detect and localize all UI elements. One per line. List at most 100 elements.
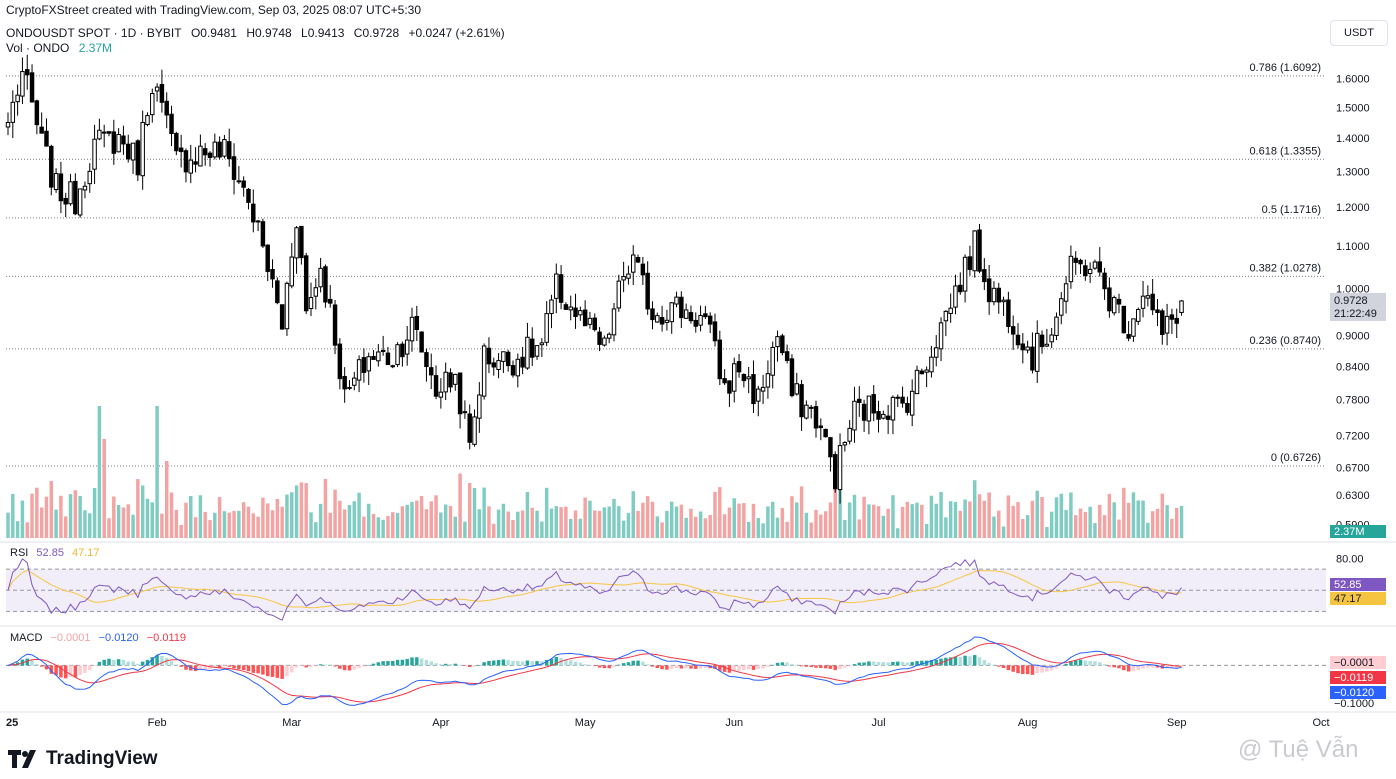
macd-histogram-bar xyxy=(607,665,611,669)
macd-histogram-bar xyxy=(131,661,135,666)
volume-bar xyxy=(189,495,193,538)
macd-histogram-bar xyxy=(68,665,73,677)
candle-down xyxy=(183,150,189,173)
candle-down xyxy=(467,413,472,443)
volume-bar xyxy=(237,510,241,538)
candle-down xyxy=(217,141,222,158)
volume-bar xyxy=(265,503,270,538)
volume-bar xyxy=(54,509,58,538)
macd-histogram-bar xyxy=(631,660,635,666)
candle-down xyxy=(741,373,747,382)
candle-down xyxy=(265,244,270,272)
currency-selector[interactable]: USDT xyxy=(1330,20,1388,46)
candle-up xyxy=(380,349,386,352)
macd-histogram-bar xyxy=(155,655,159,666)
candle-up xyxy=(765,373,771,388)
candle-up xyxy=(212,141,218,158)
volume-bar xyxy=(968,501,972,538)
candle-up xyxy=(938,322,944,350)
macd-histogram-bar xyxy=(1150,665,1155,668)
candle-down xyxy=(241,180,246,188)
candle-up xyxy=(909,390,915,416)
rsi-label[interactable]: RSI xyxy=(10,547,29,559)
volume-bar xyxy=(617,506,621,538)
macd-histogram-bar xyxy=(746,665,751,670)
rsi-line xyxy=(7,558,1182,621)
candle-down xyxy=(390,365,395,368)
symbol-title[interactable]: ONDOUSDT SPOT · 1D · BYBIT xyxy=(6,26,182,40)
macd-histogram-bar xyxy=(775,662,780,666)
price-axis-tick: 1.0000 xyxy=(1336,284,1370,296)
volume-bar xyxy=(362,516,366,538)
volume-bar xyxy=(424,509,429,538)
volume-bar xyxy=(621,520,626,538)
candle-down xyxy=(871,394,876,414)
macd-histogram-bar xyxy=(25,658,29,666)
macd-histogram-bar xyxy=(241,665,246,671)
candle-down xyxy=(813,406,819,429)
volume-bar xyxy=(867,504,871,538)
macd-histogram-bar xyxy=(770,664,775,666)
candle-up xyxy=(92,138,97,170)
candle-down xyxy=(977,229,982,272)
volume-bar xyxy=(1107,493,1112,538)
candle-down xyxy=(299,225,304,259)
macd-histogram-bar xyxy=(309,665,313,668)
ohlc-close: C0.9728 xyxy=(353,26,400,40)
volume-bar xyxy=(1069,492,1073,538)
candle-up xyxy=(376,351,381,362)
candle-up xyxy=(669,302,674,323)
volume-bar xyxy=(977,494,982,538)
macd-histogram-bar xyxy=(160,656,164,666)
price-change: +0.0247 (+2.61%) xyxy=(408,26,505,40)
volume-bar xyxy=(434,495,438,538)
volume-bar xyxy=(703,518,708,538)
ohlc-high: H0.9748 xyxy=(246,26,292,40)
price-axis-tick: 0.8400 xyxy=(1336,362,1370,374)
candle-down xyxy=(833,454,838,490)
macd-histogram-bar xyxy=(1078,659,1083,666)
macd-histogram-bar xyxy=(780,662,785,666)
candle-up xyxy=(770,346,775,376)
candle-down xyxy=(34,100,40,126)
candle-down xyxy=(424,352,429,368)
candle-down xyxy=(44,130,49,147)
candle-down xyxy=(1097,261,1102,273)
volume-bar xyxy=(645,496,650,538)
candle-up xyxy=(674,296,679,305)
macd-histogram-bar xyxy=(857,662,862,666)
candle-up xyxy=(525,336,530,369)
volume-bar xyxy=(1073,515,1078,538)
volume-bar xyxy=(482,487,486,538)
volume-bar xyxy=(49,481,54,538)
candle-down xyxy=(967,256,973,270)
candle-up xyxy=(616,280,622,309)
volume-bar xyxy=(1126,502,1131,538)
candle-down xyxy=(818,425,824,429)
volume-bar xyxy=(1006,495,1011,538)
macd-histogram-bar xyxy=(1016,665,1020,674)
candle-down xyxy=(828,437,833,458)
candle-down xyxy=(73,180,78,215)
volume-bar xyxy=(920,504,924,538)
volume-label[interactable]: Vol · ONDO xyxy=(6,41,70,55)
macd-histogram-bar xyxy=(660,665,664,670)
candle-down xyxy=(982,269,987,283)
macd-histogram-bar xyxy=(886,662,890,666)
macd-histogram-bar xyxy=(112,659,116,666)
candle-down xyxy=(260,221,266,247)
tradingview-logo[interactable]: TradingView xyxy=(8,748,158,770)
macd-line xyxy=(7,636,1182,706)
macd-histogram-bar xyxy=(1093,661,1097,666)
volume-bar xyxy=(612,498,616,538)
volume-bar xyxy=(463,521,467,538)
time-axis-tick: Jun xyxy=(725,717,743,729)
macd-histogram-bar xyxy=(684,665,688,669)
brand-name: TradingView xyxy=(46,748,158,769)
macd-histogram-bar xyxy=(814,665,818,668)
macd-label[interactable]: MACD xyxy=(10,632,43,644)
volume-bar xyxy=(722,514,727,538)
chart-credit: CryptoFXStreet created with TradingView.… xyxy=(6,3,422,17)
candle-up xyxy=(1087,268,1093,275)
